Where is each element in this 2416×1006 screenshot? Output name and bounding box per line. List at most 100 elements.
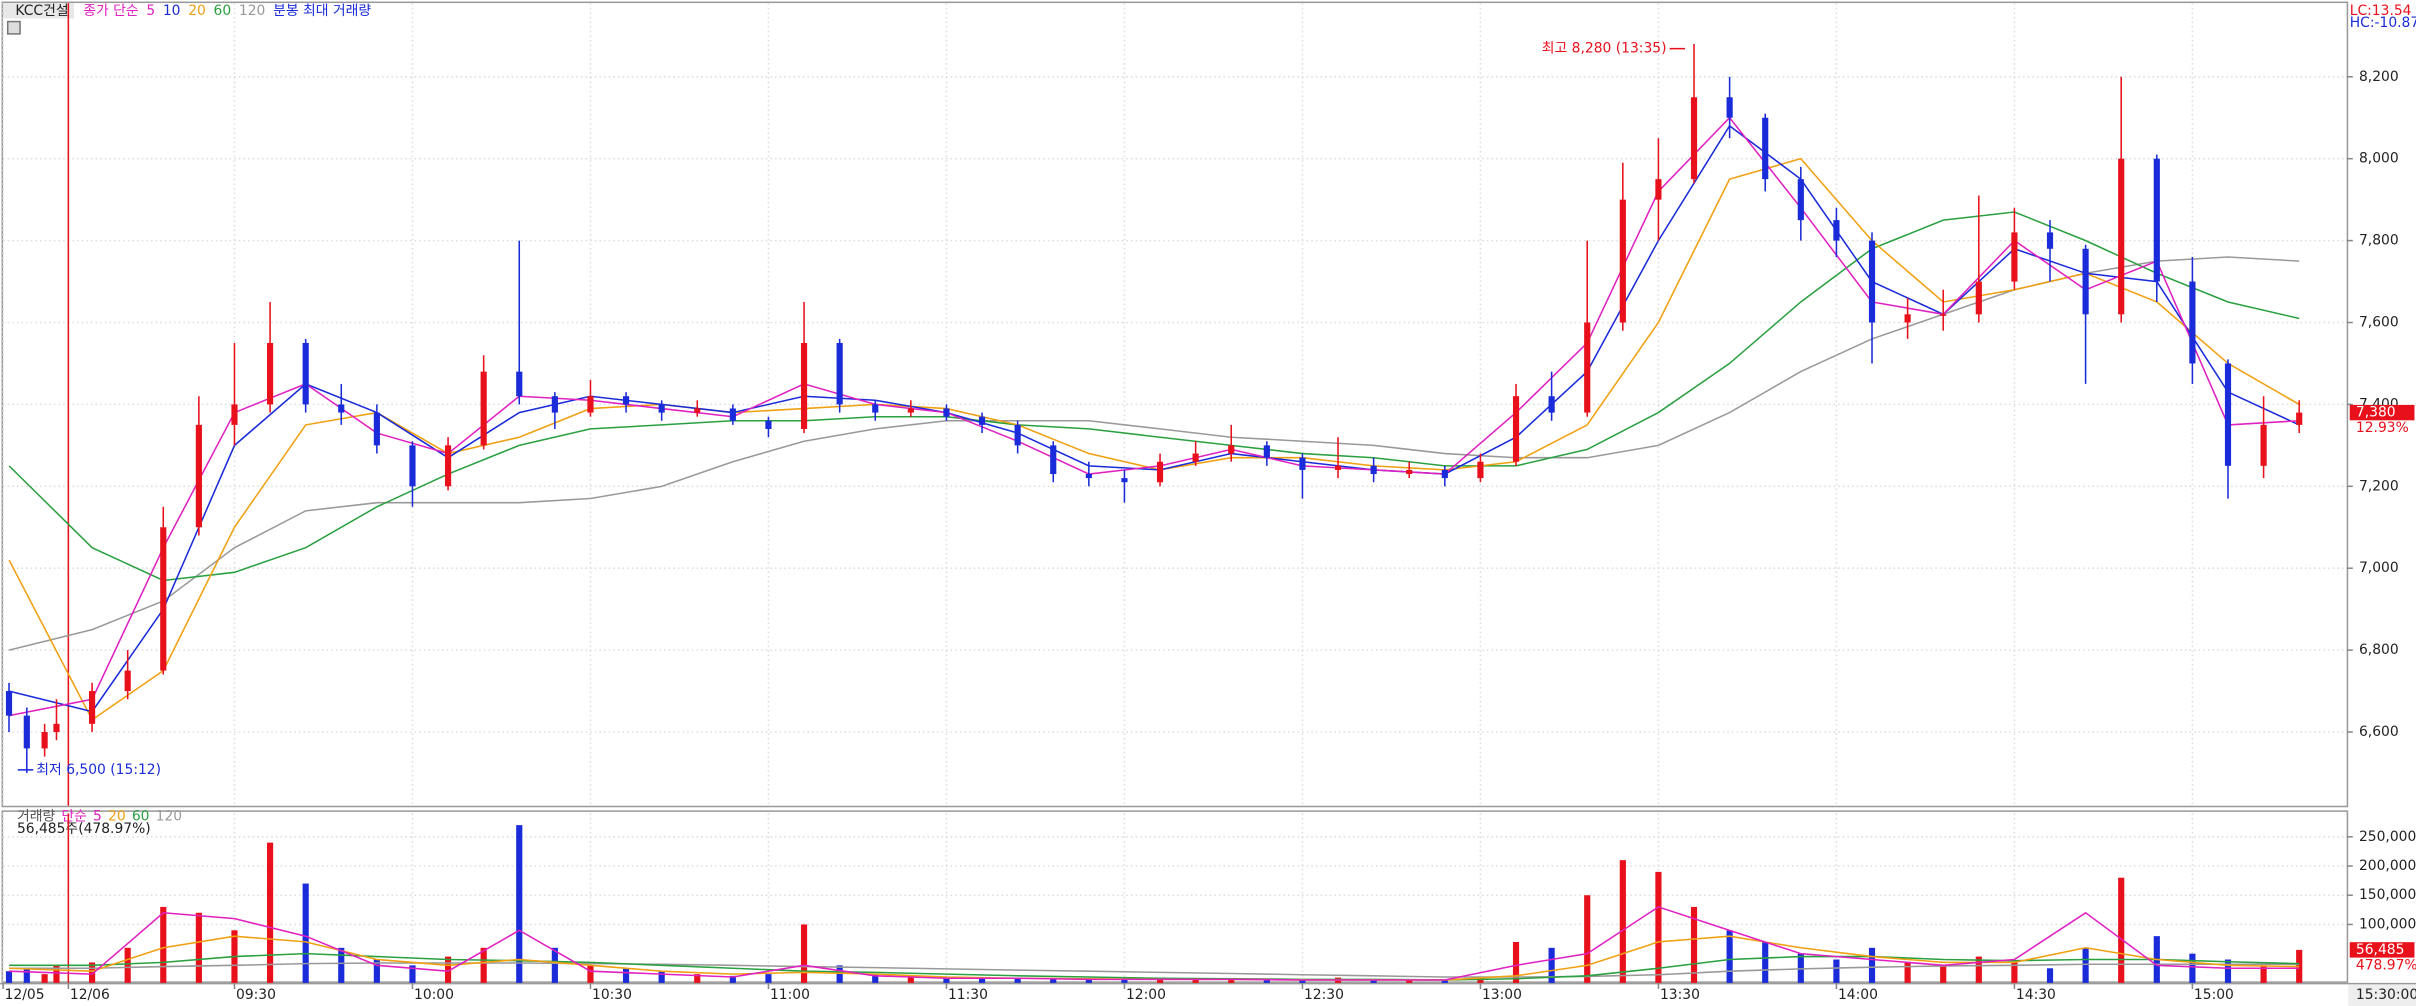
last-volume-box bbox=[2349, 942, 2415, 958]
volume-ma-line bbox=[9, 952, 2300, 981]
volume-bar bbox=[551, 947, 558, 983]
volume-bar bbox=[1121, 978, 1128, 983]
volume-bar bbox=[2046, 968, 2054, 983]
y-tick-label: 8,000 bbox=[2359, 151, 2399, 167]
volume-bar bbox=[195, 912, 202, 983]
volume-bar bbox=[1762, 941, 1769, 983]
volume-bar bbox=[1940, 965, 1947, 983]
candle-body bbox=[1868, 240, 1876, 323]
legend-entry: 60 bbox=[214, 3, 232, 19]
volume-bar bbox=[587, 965, 594, 983]
candle-body bbox=[1156, 461, 1164, 483]
volume-bar bbox=[694, 974, 701, 983]
x-tick-label: 14:30 bbox=[2016, 987, 2056, 1003]
candle-body bbox=[907, 408, 914, 413]
candle-body bbox=[5, 691, 13, 716]
legend-entry: 120 bbox=[239, 3, 265, 19]
volume-legend-entry: 120 bbox=[156, 809, 182, 825]
volume-bar bbox=[516, 825, 523, 983]
candle-body bbox=[53, 723, 60, 733]
candle-body bbox=[2011, 232, 2018, 282]
candle-body bbox=[978, 416, 986, 425]
legend-prefix: 종가 단순 bbox=[83, 3, 139, 19]
candle-body bbox=[1619, 199, 1626, 323]
candle-body bbox=[195, 424, 202, 528]
candle-body bbox=[444, 445, 452, 487]
volume-bar bbox=[2260, 965, 2267, 983]
volume-legend-label: 거래량 bbox=[17, 809, 56, 825]
volume-bar bbox=[409, 965, 416, 983]
candle-body bbox=[231, 404, 238, 425]
x-tick-label: 10:00 bbox=[414, 987, 454, 1003]
volume-bar bbox=[622, 968, 630, 983]
ma-line bbox=[8, 256, 2300, 651]
candle-body bbox=[1299, 457, 1306, 470]
candle-body bbox=[1584, 322, 1591, 413]
candle-body bbox=[2153, 158, 2160, 282]
ma-line bbox=[8, 211, 2300, 582]
candle-body bbox=[2046, 232, 2054, 249]
volume-bar bbox=[1548, 947, 1555, 983]
volume-bar bbox=[872, 974, 879, 983]
candle-body bbox=[872, 404, 879, 413]
y-tick-label: 7,800 bbox=[2359, 233, 2399, 249]
volume-bar bbox=[53, 965, 60, 983]
volume-bar bbox=[1263, 978, 1270, 983]
volume-bar bbox=[124, 947, 131, 983]
time-label: 15:30:00 bbox=[2356, 987, 2416, 1003]
volume-legend-entry: 60 bbox=[132, 809, 150, 825]
x-tick-label: 12/05 bbox=[5, 987, 45, 1003]
volume-bar bbox=[1584, 895, 1591, 983]
title-box bbox=[3, 3, 74, 19]
indicator-lc: LC:13.54 bbox=[2350, 3, 2412, 19]
volume-bar bbox=[978, 978, 986, 983]
volume-bar bbox=[1655, 871, 1662, 983]
candle-body bbox=[943, 408, 950, 417]
settings-icon[interactable] bbox=[6, 20, 21, 35]
candle-body bbox=[1655, 179, 1662, 200]
candle-body bbox=[1370, 465, 1377, 475]
candle-body bbox=[1441, 469, 1448, 479]
candle-body bbox=[1406, 469, 1413, 475]
candle-body bbox=[1014, 424, 1021, 446]
volume-bar bbox=[5, 971, 13, 983]
volume-bar bbox=[658, 971, 665, 983]
last-volume-label: 56,485 bbox=[2356, 942, 2405, 958]
candle-body bbox=[2189, 281, 2196, 364]
volume-bar bbox=[1156, 977, 1164, 983]
volume-bar bbox=[1406, 979, 1413, 983]
legend-note: 분봉 최대 거래량 bbox=[273, 3, 371, 19]
volume-bar bbox=[88, 962, 96, 983]
y-tick-label: 6,600 bbox=[2359, 724, 2399, 740]
legend-entry: 5 bbox=[146, 3, 155, 19]
volume-bar bbox=[2189, 953, 2196, 983]
volume-bar bbox=[907, 975, 914, 983]
volume-bar bbox=[1975, 956, 1982, 983]
candle-body bbox=[160, 527, 167, 671]
candle-body bbox=[2082, 248, 2089, 315]
y-tick-label: 200,000 bbox=[2359, 858, 2416, 874]
y-tick-label: 8,200 bbox=[2359, 69, 2399, 85]
candle-body bbox=[338, 404, 345, 413]
volume-bar bbox=[41, 974, 48, 983]
volume-legend-entry: 20 bbox=[108, 809, 126, 825]
candle-body bbox=[1797, 179, 1804, 221]
y-tick-label: 150,000 bbox=[2359, 887, 2416, 903]
candle-body bbox=[2296, 412, 2303, 425]
candle-body bbox=[124, 670, 131, 692]
x-tick-label: 12/06 bbox=[70, 987, 110, 1003]
volume-bar bbox=[943, 977, 950, 983]
x-tick-label: 15:00 bbox=[2194, 987, 2234, 1003]
volume-bar bbox=[1299, 979, 1306, 983]
candle-body bbox=[1085, 474, 1092, 479]
volume-bar bbox=[1833, 959, 1840, 983]
candle-body bbox=[1121, 478, 1128, 483]
candle-body bbox=[2118, 158, 2125, 315]
volume-bar bbox=[302, 883, 309, 983]
volume-bar bbox=[160, 906, 167, 983]
candle-body bbox=[266, 342, 274, 405]
x-tick-label: 10:30 bbox=[592, 987, 632, 1003]
last-price-box bbox=[2349, 404, 2415, 421]
